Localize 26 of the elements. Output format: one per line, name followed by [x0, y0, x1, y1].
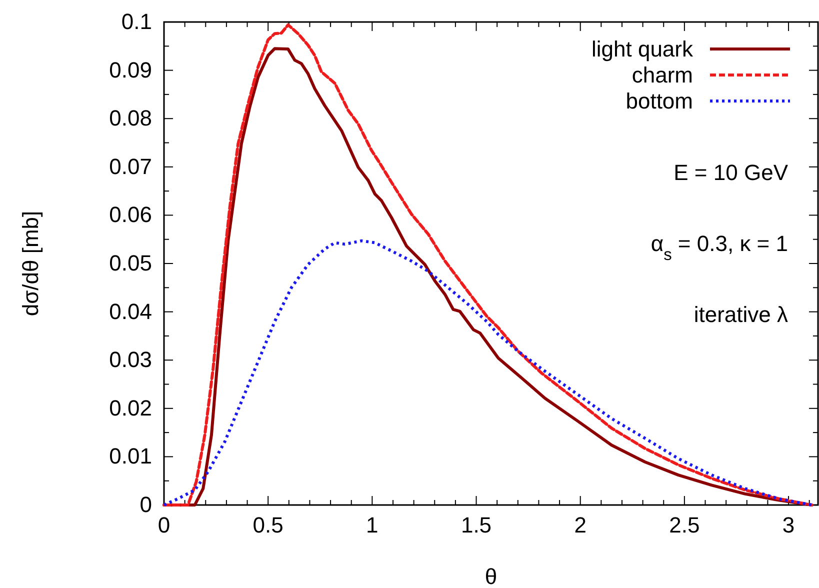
x-axis-title: θ — [484, 564, 498, 588]
y-tick-label: 0.04 — [109, 298, 152, 324]
annotation: iterative λ — [694, 302, 788, 327]
y-tick-label: 0.03 — [109, 347, 152, 372]
legend-label: light quark — [591, 36, 694, 62]
y-tick-label: 0.06 — [109, 202, 152, 228]
x-tick-label: 3 — [782, 512, 795, 538]
y-tick-label: 0.07 — [109, 154, 152, 179]
y-tick-label: 0.01 — [109, 444, 152, 469]
y-tick-label: 0.08 — [109, 106, 152, 131]
legend-label: bottom — [626, 88, 693, 114]
x-tick-label: 1.5 — [460, 512, 492, 538]
x-tick-label: 1 — [366, 512, 378, 538]
annotation: E = 10 GeV — [674, 160, 788, 185]
legend-label: charm — [632, 62, 693, 88]
x-tick-label: 0.5 — [252, 512, 284, 538]
y-tick-label: 0.05 — [109, 250, 152, 276]
x-tick-label: 0 — [158, 512, 170, 538]
x-tick-label: 2 — [574, 512, 586, 538]
y-tick-label: 0.09 — [109, 57, 152, 82]
annotation: α$_{s}$ = 0.3, κ = 1 — [650, 231, 788, 264]
y-tick-label: 0.1 — [121, 9, 152, 34]
y-tick-label: 0 — [140, 492, 152, 518]
y-tick-label: 0.02 — [109, 395, 152, 420]
y-axis-title: dσ/dθ [mb] — [18, 210, 43, 316]
x-tick-label: 2.5 — [669, 512, 700, 538]
